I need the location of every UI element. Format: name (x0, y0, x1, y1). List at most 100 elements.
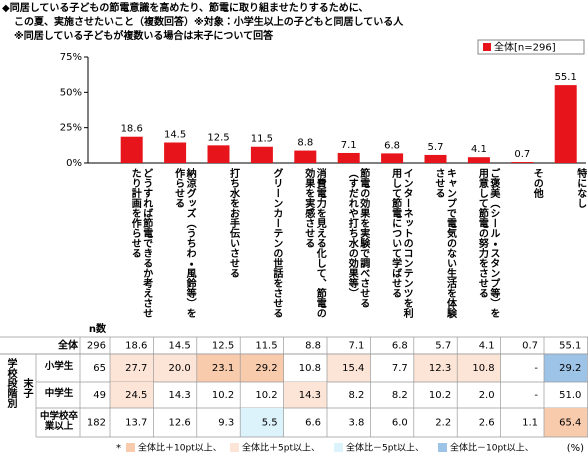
cell-highlight (544, 354, 588, 382)
table-cell: 10.2 (212, 390, 234, 401)
cell-highlight (327, 354, 371, 382)
legend-swatch (483, 43, 491, 51)
row-label: 小学生 (44, 361, 74, 372)
bar (294, 150, 317, 163)
table-cell: 9.3 (218, 418, 234, 429)
footer-swatch (126, 443, 135, 452)
table-cell: 14.5 (169, 341, 191, 352)
table-cell: 5.5 (262, 418, 278, 429)
table-cell: 10.2 (255, 390, 277, 401)
footer-swatch (334, 443, 343, 452)
table-cell: 20.0 (169, 363, 191, 374)
table-cell: 24.5 (125, 390, 147, 401)
table-cell: 29.2 (255, 363, 277, 374)
bar (164, 142, 187, 163)
footer-marker: * (116, 443, 121, 454)
table-cell: - (534, 390, 538, 401)
value-label: 6.8 (384, 140, 400, 151)
y-tick-label: 50% (60, 87, 82, 98)
table-cell: 4.1 (479, 341, 495, 352)
n-header: n数 (89, 322, 107, 335)
category-label: ご褒美（シール・スタンプ等）を用意して節電の努力をさせる (476, 168, 499, 318)
footer-legend-label: 全体比－10pt以上、 (450, 442, 534, 454)
table-cell: 15.4 (342, 363, 364, 374)
cell-highlight (457, 354, 501, 382)
cell-highlight (110, 382, 154, 408)
value-label: 11.5 (251, 134, 273, 145)
table-cell: 8.8 (305, 341, 321, 352)
table-cell: 7.1 (348, 341, 364, 352)
table-cell: 23.1 (212, 363, 234, 374)
value-label: 12.5 (207, 132, 229, 143)
value-label: 55.1 (555, 72, 577, 83)
y-tick-label: 0% (66, 158, 82, 169)
table-cell: 55.1 (559, 341, 581, 352)
legend-label: 全体[n=296] (494, 41, 556, 54)
n-cell: 296 (87, 341, 106, 352)
bar (120, 136, 143, 163)
table-cell: 6.6 (305, 418, 321, 429)
table-cell: 51.0 (559, 390, 581, 401)
bar (337, 152, 360, 163)
table-cell: 7.7 (392, 363, 408, 374)
cell-highlight (153, 354, 197, 382)
table-cell: - (534, 363, 538, 374)
y-tick-label: 25% (60, 123, 82, 134)
cell-highlight (413, 354, 458, 382)
table-cell: 2.6 (479, 418, 495, 429)
category-label: グリーンカーテンの世話をさせる (270, 168, 282, 318)
table-cell: 2.0 (479, 390, 495, 401)
row-label: 全体 (58, 339, 79, 352)
footer-unit: (%) (567, 443, 584, 454)
bar (554, 85, 577, 163)
cell-highlight (196, 354, 241, 382)
table-cell: 10.2 (429, 390, 451, 401)
value-label: 14.5 (164, 130, 186, 141)
category-label: その他 (531, 168, 543, 198)
title-line: この夏、実施させたいこと（複数回答）※対象：小学生以上の子どもと同居している人 (14, 15, 404, 28)
category-label: 打ち水をお手伝いさせる (227, 168, 239, 278)
group-label: 学校段階別 (5, 357, 18, 409)
table-cell: 0.7 (522, 341, 538, 352)
value-label: 5.7 (428, 142, 444, 153)
table-cell: 1.1 (522, 418, 538, 429)
n-cell: 182 (87, 418, 106, 429)
row-label: 中学校卒業以上 (39, 410, 78, 432)
table-cell: 6.0 (392, 418, 408, 429)
value-label: 8.8 (297, 138, 313, 149)
bar (424, 154, 447, 163)
bar (250, 146, 273, 163)
category-label: インターネットのコンテンツを利用して節電について学ばせる (389, 168, 413, 318)
bar (467, 157, 490, 163)
table-cell: 13.7 (125, 418, 147, 429)
category-label: どうすれば節電できるか考えさせたり計画を作らせる (129, 168, 152, 318)
table-cell: 29.2 (559, 363, 581, 374)
category-label: 特になし (574, 168, 586, 208)
bar (207, 145, 230, 163)
value-label: 0.7 (514, 149, 530, 160)
table-cell: 14.3 (299, 390, 321, 401)
subgroup-label: 末子 (21, 377, 33, 399)
bar (381, 153, 404, 163)
table-cell: 2.2 (435, 418, 451, 429)
table-cell: 11.5 (255, 341, 277, 352)
footer-swatch (438, 443, 447, 452)
cell-highlight (240, 408, 284, 437)
cell-highlight (110, 354, 154, 382)
legend-box (477, 39, 585, 55)
table-cell: 3.8 (348, 418, 364, 429)
value-label: 18.6 (121, 124, 143, 135)
table-cell: 5.7 (435, 341, 451, 352)
n-cell: 49 (93, 390, 106, 401)
footer-legend-label: 全体比－5pt以上、 (346, 442, 424, 454)
table-cell: 12.3 (429, 363, 451, 374)
table-cell: 65.4 (559, 418, 581, 429)
category-label: 節電の効果を実験で調べさせる（すだれや打ち水の効果等） (346, 168, 369, 308)
table-cell: 10.8 (472, 363, 494, 374)
row-label: 中学生 (44, 388, 74, 399)
table-cell: 8.2 (392, 390, 408, 401)
title-line: ◆同居している子どもの節電意識を高めたり、節電に取り組ませたりするために、 (2, 1, 368, 14)
y-tick-label: 75% (60, 52, 82, 63)
n-cell: 65 (93, 363, 106, 374)
